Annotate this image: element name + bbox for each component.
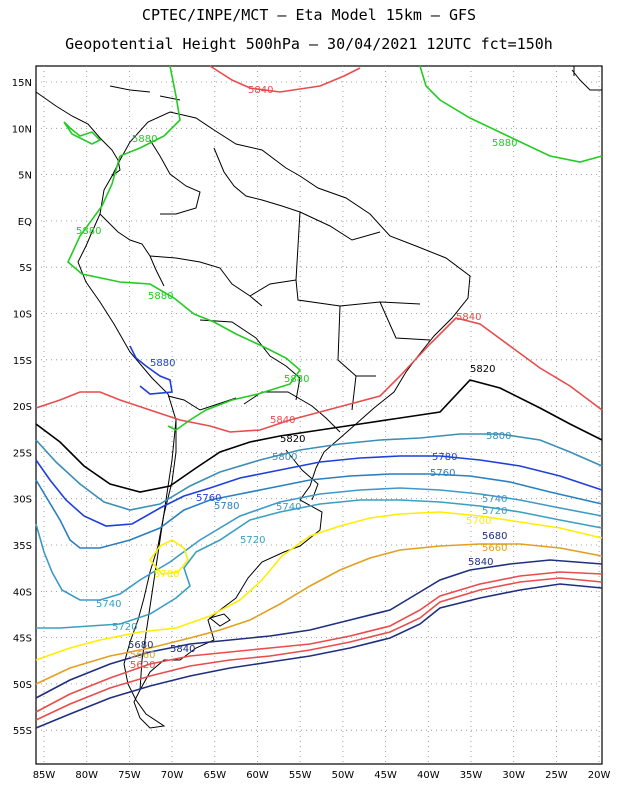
lon-tick-label: 30W <box>502 770 525 781</box>
contour-label-5880-a: 5880 <box>132 134 157 145</box>
lon-tick-label: 65W <box>203 770 226 781</box>
contour-label-5840-b: 5840 <box>456 312 481 323</box>
lon-tick-label: 80W <box>75 770 98 781</box>
central-america <box>35 91 121 177</box>
chart-subtitle: Geopotential Height 500hPa – 30/04/2021 … <box>65 35 553 53</box>
lat-tick-label: 5N <box>18 171 32 182</box>
contour-5660 <box>35 559 603 699</box>
lon-tick-label: 45W <box>374 770 397 781</box>
border-venezuela-guyana <box>213 147 301 213</box>
contour-5880-north <box>119 65 603 163</box>
height-contours <box>35 65 603 729</box>
contour-5780 <box>35 455 603 527</box>
contour-5740 <box>35 487 603 601</box>
lon-tick-label: 35W <box>460 770 483 781</box>
lat-tick-label: 5S <box>19 263 32 274</box>
contour-label-5880-d: 5880 <box>148 291 173 302</box>
contour-labels: 5840 5880 5880 5880 5880 5880 5880 5840 … <box>76 85 517 671</box>
border-argentina-uruguay <box>285 449 319 501</box>
contour-label-5840-a: 5840 <box>248 85 273 96</box>
contour-label-5780-a: 5780 <box>432 452 457 463</box>
contour-label-5760-a: 5760 <box>430 468 455 479</box>
lon-tick-label: 50W <box>332 770 355 781</box>
contour-5800 <box>35 433 603 511</box>
contour-5640 <box>35 571 603 713</box>
falkland-islands <box>208 613 231 627</box>
lon-tick-label: 70W <box>161 770 184 781</box>
lon-tick-label: 55W <box>289 770 312 781</box>
contour-label-5880-c: 5880 <box>76 226 101 237</box>
border-ecuador-peru <box>99 213 165 287</box>
contour-5700-loop <box>148 539 189 575</box>
contour-label-5740-a: 5740 <box>482 494 507 505</box>
lon-tick-label: 85W <box>33 770 56 781</box>
contour-5840-north <box>209 65 361 93</box>
axis-ticks: 15N 10N 5N EQ 5S 10S 15S 20S 25S 30S 35S 40S 45S 50S 5… <box>12 78 611 781</box>
lat-tick-label: 10S <box>13 310 32 321</box>
contour-label-5840-e: 5840 <box>170 644 195 655</box>
contour-5700 <box>35 511 603 661</box>
contour-label-5620-a: 5620 <box>130 660 155 671</box>
contour-label-5740-b: 5740 <box>276 502 301 513</box>
contour-label-5820-b: 5820 <box>280 434 305 445</box>
lat-tick-label: EQ <box>18 217 32 228</box>
contour-label-5880-e: 5880 <box>284 374 309 385</box>
contour-label-5680-b: 5680 <box>128 640 153 651</box>
contour-label-5800-a: 5800 <box>486 431 511 442</box>
contour-5720 <box>36 499 603 629</box>
contour-label-5660-a: 5660 <box>482 543 507 554</box>
lat-tick-label: 50S <box>13 680 32 691</box>
lat-tick-label: 20S <box>13 402 32 413</box>
lat-tick-label: 25S <box>13 448 32 459</box>
chart-title: CPTEC/INPE/MCT – Eta Model 15km – GFS <box>141 6 477 24</box>
lat-tick-label: 55S <box>13 726 32 737</box>
contour-5880-blue <box>129 345 173 395</box>
contour-5820 <box>35 379 603 493</box>
contour-label-5840-c: 5840 <box>270 415 295 426</box>
contour-label-5820-a: 5820 <box>470 364 495 375</box>
lon-tick-label: 75W <box>118 770 141 781</box>
lat-tick-label: 45S <box>13 634 32 645</box>
south-america-coast <box>77 111 471 729</box>
lon-tick-label: 60W <box>246 770 269 781</box>
contour-label-5700-a: 5700 <box>466 516 491 527</box>
border-colombia-venezuela <box>149 139 201 215</box>
caribbean-islands <box>109 66 602 101</box>
contour-label-5880-b: 5880 <box>492 138 517 149</box>
contour-5840-main <box>35 317 603 433</box>
contour-label-5760-b: 5760 <box>196 493 221 504</box>
border-brazil-bolivia <box>199 319 301 401</box>
border-brazil-states <box>249 211 431 411</box>
lon-tick-label: 20W <box>588 770 611 781</box>
contour-label-5720-c: 5720 <box>112 622 137 633</box>
contour-label-5700-b: 5700 <box>154 569 179 580</box>
lat-tick-label: 15N <box>12 78 32 89</box>
contour-5680 <box>35 543 603 685</box>
contour-label-5740-c: 5740 <box>96 599 121 610</box>
contour-5760 <box>35 473 603 549</box>
lat-tick-label: 40S <box>13 587 32 598</box>
lat-tick-label: 10N <box>12 124 32 135</box>
coastlines-borders <box>35 66 602 729</box>
contour-5880-andes <box>67 155 302 431</box>
map-frame <box>35 65 603 765</box>
contour-label-5660-b: 5660 <box>130 650 155 661</box>
contour-label-5720-b: 5720 <box>240 535 265 546</box>
lat-tick-label: 15S <box>13 356 32 367</box>
contour-label-5840-d: 5840 <box>468 557 493 568</box>
contour-label-5800-b: 5800 <box>272 452 297 463</box>
lat-tick-label: 30S <box>13 495 32 506</box>
border-bolivia-chile <box>167 395 237 411</box>
lat-tick-label: 35S <box>13 541 32 552</box>
contour-label-5680-a: 5680 <box>482 531 507 542</box>
contour-label-5780-b: 5780 <box>214 501 239 512</box>
contour-label-5880-f: 5880 <box>150 358 175 369</box>
contour-label-5720-a: 5720 <box>482 506 507 517</box>
contour-5620 <box>35 577 603 721</box>
contour-5880-loop <box>63 121 102 145</box>
lon-tick-label: 25W <box>545 770 568 781</box>
contour-5600 <box>35 583 603 729</box>
lon-tick-label: 40W <box>417 770 440 781</box>
